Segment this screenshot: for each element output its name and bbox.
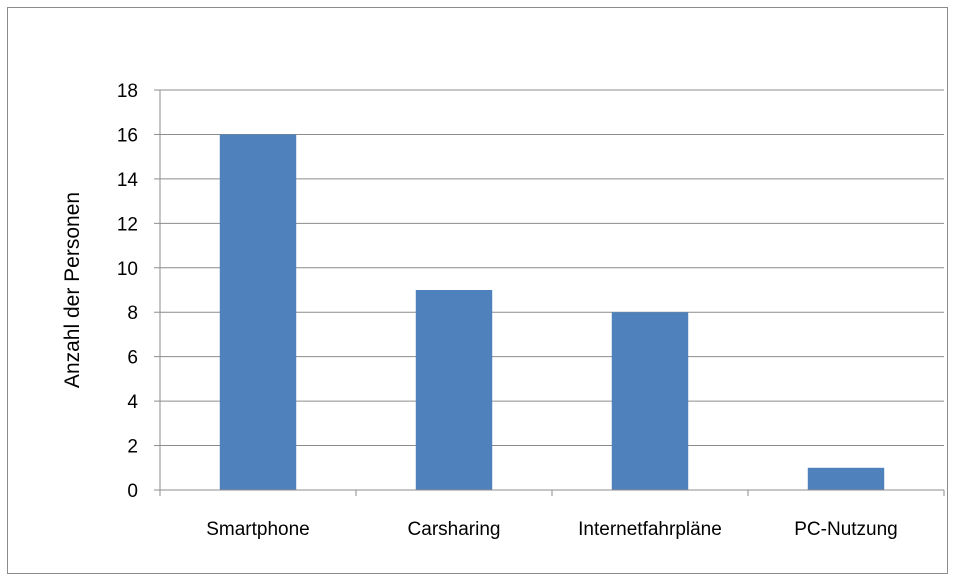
bar [415,290,493,490]
y-tick-label: 6 [127,348,138,369]
y-tick-label: 14 [117,170,139,191]
y-tick-label: 0 [127,481,138,502]
y-tick-labels: 0 2 4 6 8 10 12 14 16 18 [117,81,139,502]
x-tick-label: PC-Nutzung [794,519,898,540]
y-tick-label: 18 [117,81,138,102]
bar [807,467,885,490]
y-tick-label: 8 [127,303,138,324]
y-tick-label: 4 [127,392,138,413]
y-tick-label: 12 [117,214,138,235]
y-tick-label: 10 [117,259,138,280]
bar [219,134,297,490]
x-tick-label: Internetfahrpläne [578,519,722,540]
x-tick-labels: Smartphone Carsharing Internetfahrpläne PC-… [206,519,898,540]
bar [611,312,689,490]
y-tick-label: 2 [127,437,138,458]
x-tick-label: Smartphone [206,519,310,540]
y-axis-label: Anzahl der Personen [61,192,84,388]
x-tick-label: Carsharing [408,519,501,540]
axes [154,89,945,496]
y-tick-label: 16 [117,125,138,146]
bars [219,134,885,490]
